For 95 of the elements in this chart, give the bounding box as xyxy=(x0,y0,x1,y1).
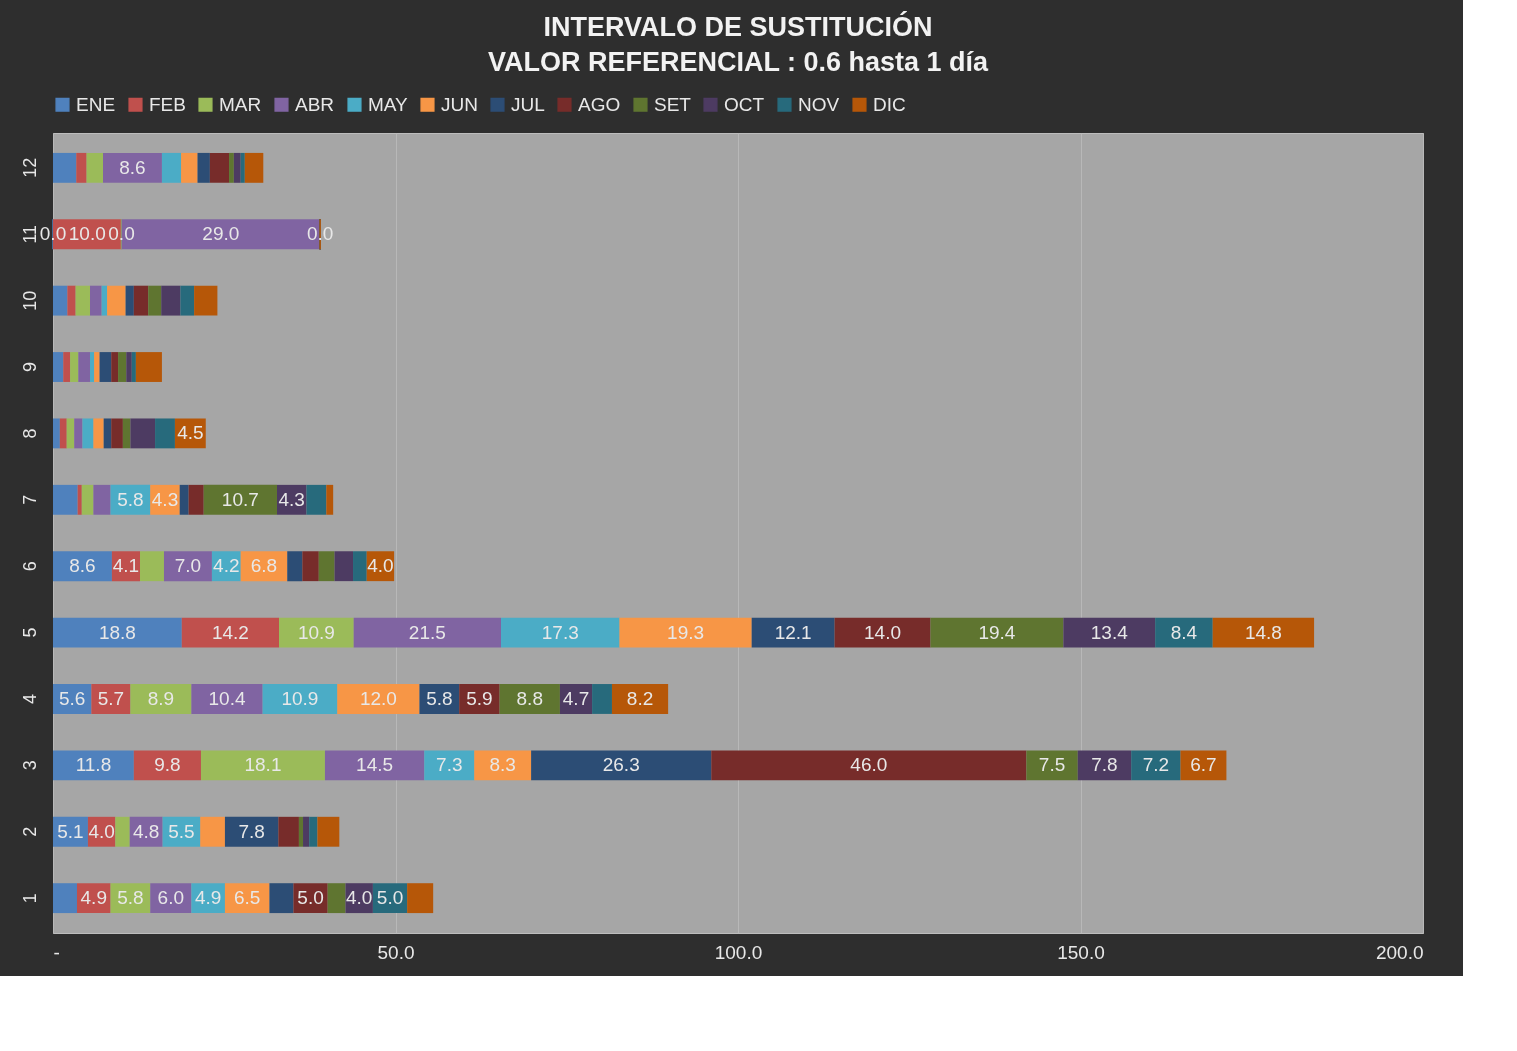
x-tick-label: 150.0 xyxy=(1057,941,1105,963)
data-label: 7.8 xyxy=(238,820,265,842)
data-label: 4.0 xyxy=(367,555,394,577)
data-label: 13.4 xyxy=(1090,621,1129,643)
data-label: 10.9 xyxy=(281,687,319,709)
data-label: 10.4 xyxy=(208,687,246,709)
legend-label: MAY xyxy=(368,93,409,115)
x-tick-label: 200.0 xyxy=(1375,941,1424,963)
data-label: 4.3 xyxy=(151,488,179,510)
data-label: 7.8 xyxy=(1091,754,1118,776)
data-label: 14.0 xyxy=(864,621,902,643)
data-label: 18.1 xyxy=(244,754,282,776)
data-label: 0.0 xyxy=(39,223,67,245)
data-label: 4.3 xyxy=(278,488,305,510)
data-label: 6.5 xyxy=(233,887,261,909)
legend-label: SET xyxy=(654,93,692,115)
chart-subtitle: VALOR REFERENCIAL : 0.6 hasta 1 día xyxy=(487,47,990,77)
legend-label: FEB xyxy=(149,93,186,115)
data-label: 29.0 xyxy=(202,223,240,245)
data-label: 5.0 xyxy=(297,887,324,909)
data-label: 19.3 xyxy=(667,621,705,643)
legend-label: OCT xyxy=(724,93,765,115)
y-tick-label: 5 xyxy=(19,627,40,638)
data-label: 4.1 xyxy=(112,555,140,577)
data-label: 4.8 xyxy=(132,820,160,842)
data-label: 7.0 xyxy=(174,555,202,577)
data-label: 8.6 xyxy=(69,555,96,577)
data-label: 17.3 xyxy=(541,621,579,643)
data-label: 7.2 xyxy=(1142,754,1170,776)
data-label: 4.9 xyxy=(80,887,107,909)
data-label: 46.0 xyxy=(850,754,888,776)
data-label: 4.9 xyxy=(194,887,222,909)
y-tick-label: 3 xyxy=(19,760,40,771)
legend-label: JUN xyxy=(441,93,478,115)
data-label: 8.6 xyxy=(119,156,146,178)
data-label: 5.9 xyxy=(466,687,493,709)
data-label: 11.8 xyxy=(75,754,112,776)
legend-label: JUL xyxy=(511,93,545,115)
data-label: 6.0 xyxy=(157,887,185,909)
data-label: 8.9 xyxy=(147,687,175,709)
data-label: 18.8 xyxy=(98,621,136,643)
y-tick-label: 4 xyxy=(19,693,40,704)
data-label: 21.5 xyxy=(408,621,446,643)
data-label: 0.0 xyxy=(108,223,135,245)
data-label: 5.8 xyxy=(426,687,453,709)
y-tick-label: 12 xyxy=(19,157,40,178)
data-label: 9.8 xyxy=(154,754,181,776)
y-tick-label: 8 xyxy=(19,428,40,439)
data-label: 5.8 xyxy=(117,887,144,909)
data-label: 4.0 xyxy=(88,820,115,842)
data-label: 14.2 xyxy=(211,621,249,643)
data-label: 5.5 xyxy=(168,820,195,842)
chart-title: INTERVALO DE SUSTITUCIÓN xyxy=(543,11,933,42)
legend-label: MAR xyxy=(219,93,262,115)
data-label: 5.0 xyxy=(376,887,404,909)
legend-label: ABR xyxy=(295,93,335,115)
y-tick-label: 6 xyxy=(19,561,40,572)
data-label: 5.8 xyxy=(117,488,144,510)
data-label: 4.2 xyxy=(213,555,240,577)
y-tick-label: 1 xyxy=(19,893,40,904)
data-label: 6.8 xyxy=(250,555,278,577)
legend-label: AGO xyxy=(578,93,621,115)
data-label: 8.4 xyxy=(1170,621,1198,643)
legend-label: NOV xyxy=(798,93,840,115)
x-tick-label: 100.0 xyxy=(714,941,763,963)
y-tick-label: 11 xyxy=(19,224,40,244)
x-tick-label: 50.0 xyxy=(377,941,415,963)
data-label: 5.6 xyxy=(58,687,86,709)
data-label: 26.3 xyxy=(602,754,640,776)
y-tick-label: 2 xyxy=(19,826,40,837)
data-label: 7.3 xyxy=(436,754,463,776)
data-label: 19.4 xyxy=(978,621,1016,643)
legend-label: ENE xyxy=(76,93,116,115)
data-label: 8.2 xyxy=(626,687,654,709)
data-label: 12.1 xyxy=(774,621,812,643)
data-label: 10.7 xyxy=(221,488,259,510)
data-label: 4.0 xyxy=(345,887,373,909)
data-label: 6.7 xyxy=(1190,754,1217,776)
data-label: 10.0 xyxy=(68,223,106,245)
data-label: 10.9 xyxy=(297,621,335,643)
y-tick-label: 10 xyxy=(19,290,40,311)
data-label: 4.5 xyxy=(177,422,204,444)
data-label: 14.5 xyxy=(356,754,394,776)
y-tick-label: 7 xyxy=(19,494,40,505)
legend-label: DIC xyxy=(873,93,906,115)
data-label: 7.5 xyxy=(1038,754,1066,776)
data-label: 14.8 xyxy=(1244,621,1282,643)
data-label: 4.7 xyxy=(562,687,590,709)
data-label: 8.8 xyxy=(516,687,543,709)
data-label: 5.1 xyxy=(57,820,84,842)
y-tick-label: 9 xyxy=(19,362,40,373)
data-label: 12.0 xyxy=(359,687,397,709)
data-label: 8.3 xyxy=(489,754,516,776)
data-label: 5.7 xyxy=(97,687,125,709)
x-tick-label: - xyxy=(53,941,60,963)
